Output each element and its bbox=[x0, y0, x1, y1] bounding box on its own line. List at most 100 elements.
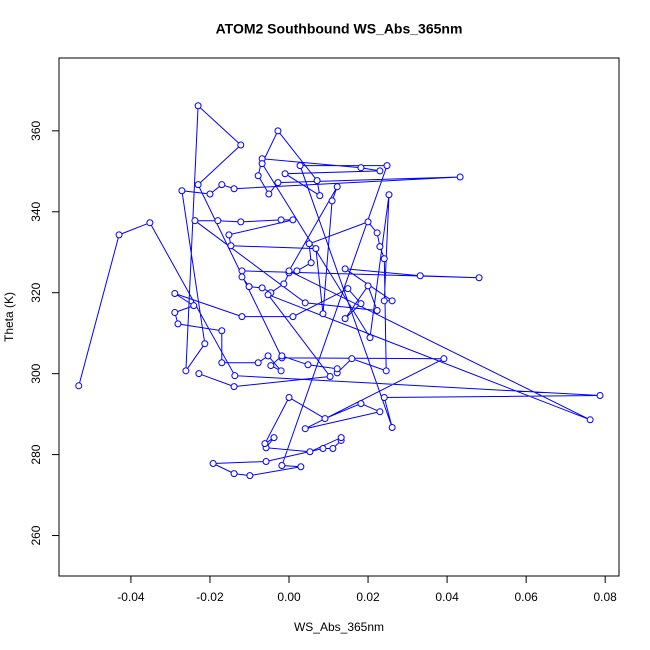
data-point bbox=[277, 216, 285, 224]
data-point bbox=[265, 190, 273, 198]
data-point bbox=[301, 425, 309, 433]
data-point bbox=[289, 313, 297, 321]
data-point bbox=[277, 367, 285, 375]
chart-title: ATOM2 Southbound WS_Abs_365nm bbox=[216, 21, 463, 37]
data-point bbox=[380, 255, 388, 263]
data-point bbox=[344, 285, 352, 293]
x-tick-label: 0.06 bbox=[514, 590, 538, 604]
data-point bbox=[333, 365, 341, 373]
data-point bbox=[319, 310, 327, 318]
data-point bbox=[285, 394, 293, 402]
data-point bbox=[146, 219, 154, 227]
x-tick-label: -0.04 bbox=[117, 590, 145, 604]
data-point bbox=[376, 167, 384, 175]
x-tick-label: 0.00 bbox=[277, 590, 301, 604]
data-point bbox=[319, 445, 327, 453]
data-point bbox=[245, 283, 253, 291]
data-point bbox=[416, 272, 424, 280]
data-point bbox=[227, 242, 235, 250]
data-point bbox=[305, 240, 313, 248]
data-point bbox=[306, 448, 314, 456]
data-point bbox=[171, 290, 179, 298]
data-point bbox=[230, 185, 238, 193]
data-point bbox=[341, 315, 349, 323]
data-point bbox=[328, 197, 336, 205]
y-tick-label: 280 bbox=[29, 444, 43, 464]
y-axis-label: Theta (K) bbox=[2, 292, 16, 342]
data-point bbox=[218, 327, 226, 335]
data-point bbox=[238, 273, 246, 281]
x-tick-label: -0.02 bbox=[196, 590, 224, 604]
x-axis-label: WS_Abs_365nm bbox=[294, 620, 384, 634]
data-point bbox=[190, 302, 198, 310]
data-point bbox=[321, 415, 329, 423]
y-tick-label: 260 bbox=[29, 525, 43, 545]
data-point bbox=[596, 392, 604, 400]
data-point bbox=[115, 231, 123, 239]
data-point bbox=[182, 367, 190, 375]
data-point bbox=[312, 245, 320, 253]
data-point bbox=[380, 394, 388, 402]
data-point bbox=[194, 102, 202, 110]
data-point bbox=[385, 191, 393, 199]
data-point bbox=[270, 434, 278, 442]
data-point bbox=[206, 190, 214, 198]
data-point bbox=[373, 307, 381, 315]
data-point bbox=[326, 372, 334, 380]
data-point bbox=[214, 217, 222, 225]
data-point bbox=[230, 383, 238, 391]
data-point bbox=[293, 267, 301, 275]
data-point bbox=[348, 355, 356, 363]
data-point bbox=[218, 181, 226, 189]
data-point bbox=[456, 173, 464, 181]
data-point bbox=[267, 362, 275, 370]
data-point bbox=[225, 231, 233, 239]
data-point bbox=[383, 162, 391, 170]
data-point bbox=[237, 218, 245, 226]
data-point bbox=[376, 243, 384, 251]
data-point bbox=[274, 127, 282, 135]
data-point bbox=[364, 282, 372, 290]
data-point bbox=[329, 445, 337, 453]
data-point bbox=[238, 267, 246, 275]
data-point bbox=[357, 164, 365, 172]
x-tick-label: 0.04 bbox=[435, 590, 459, 604]
data-point bbox=[373, 229, 381, 237]
data-line bbox=[78, 104, 601, 477]
data-point bbox=[258, 160, 266, 168]
y-tick-label: 320 bbox=[29, 282, 43, 302]
data-point bbox=[237, 141, 245, 149]
data-point bbox=[316, 192, 324, 200]
data-point bbox=[174, 320, 182, 328]
data-point bbox=[274, 179, 282, 187]
data-point bbox=[209, 459, 217, 467]
data-point bbox=[337, 434, 345, 442]
data-point bbox=[201, 340, 209, 348]
data-point bbox=[254, 359, 262, 367]
data-point bbox=[171, 309, 179, 317]
data-point bbox=[301, 299, 309, 307]
data-point bbox=[264, 352, 272, 360]
data-point bbox=[278, 352, 286, 360]
data-point bbox=[382, 367, 390, 375]
data-point bbox=[307, 259, 315, 267]
data-point bbox=[388, 297, 396, 305]
data-point bbox=[357, 400, 365, 408]
data-point bbox=[258, 284, 266, 292]
data-point bbox=[313, 177, 321, 185]
data-point bbox=[262, 457, 270, 465]
y-tick-label: 340 bbox=[29, 201, 43, 221]
y-tick-label: 360 bbox=[29, 121, 43, 141]
data-point bbox=[380, 297, 388, 305]
data-point bbox=[178, 187, 186, 195]
data-point bbox=[218, 359, 226, 367]
data-point bbox=[364, 218, 372, 226]
plot-frame bbox=[58, 57, 620, 577]
data-point bbox=[264, 291, 272, 299]
data-point bbox=[376, 408, 384, 416]
data-point bbox=[475, 274, 483, 282]
data-point bbox=[231, 372, 239, 380]
data-point bbox=[341, 265, 349, 273]
data-point bbox=[75, 382, 83, 390]
